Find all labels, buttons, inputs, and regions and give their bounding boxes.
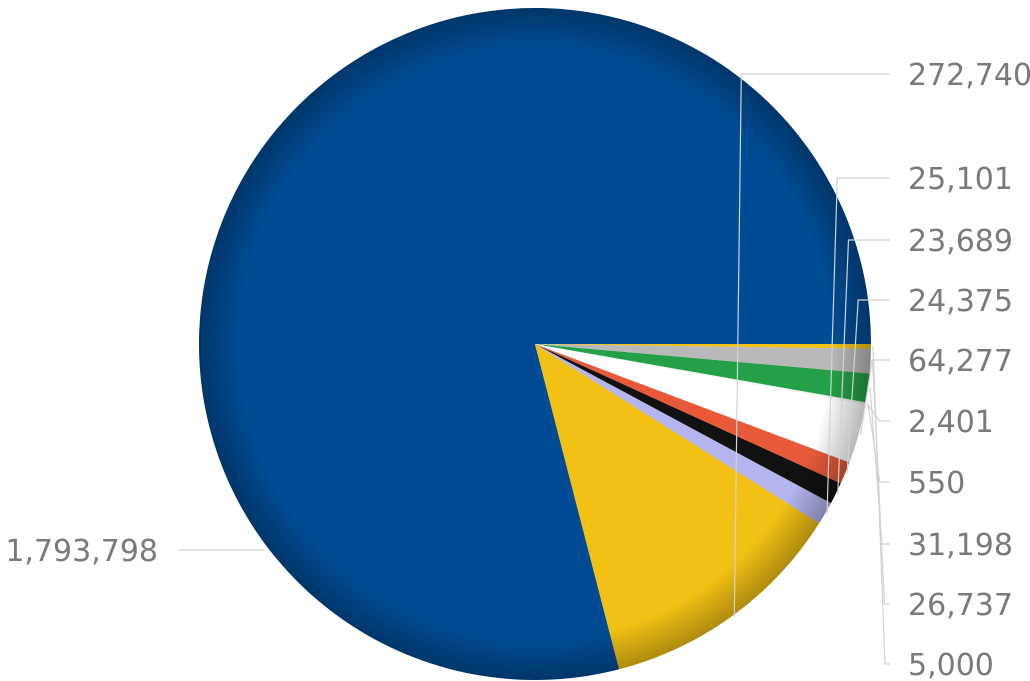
data-labels: 1,793,798 272,740 25,101 23,689 24,375 64,277… <box>5 58 1030 681</box>
data-label-1: 272,740 <box>908 58 1030 93</box>
leader-line-3 <box>837 239 890 495</box>
leader-line-10 <box>872 346 890 665</box>
data-label-10: 5,000 <box>908 648 994 681</box>
data-label-5: 64,277 <box>908 344 1013 379</box>
data-label-4: 24,375 <box>908 284 1013 319</box>
data-label-9: 26,737 <box>908 588 1013 623</box>
data-label-2: 25,101 <box>908 162 1013 197</box>
pie-slices <box>199 7 872 680</box>
data-label-8: 31,198 <box>908 528 1013 563</box>
leader-line-4 <box>846 299 890 474</box>
leader-line-1 <box>733 73 890 618</box>
leader-line-5 <box>860 359 890 435</box>
data-label-6: 2,401 <box>908 405 994 440</box>
data-label-7: 550 <box>908 466 965 501</box>
leader-lines <box>178 73 890 665</box>
data-label-3: 23,689 <box>908 224 1013 259</box>
leader-line-7 <box>867 402 890 483</box>
data-label-0: 1,793,798 <box>5 534 158 569</box>
leader-line-2 <box>826 177 890 515</box>
